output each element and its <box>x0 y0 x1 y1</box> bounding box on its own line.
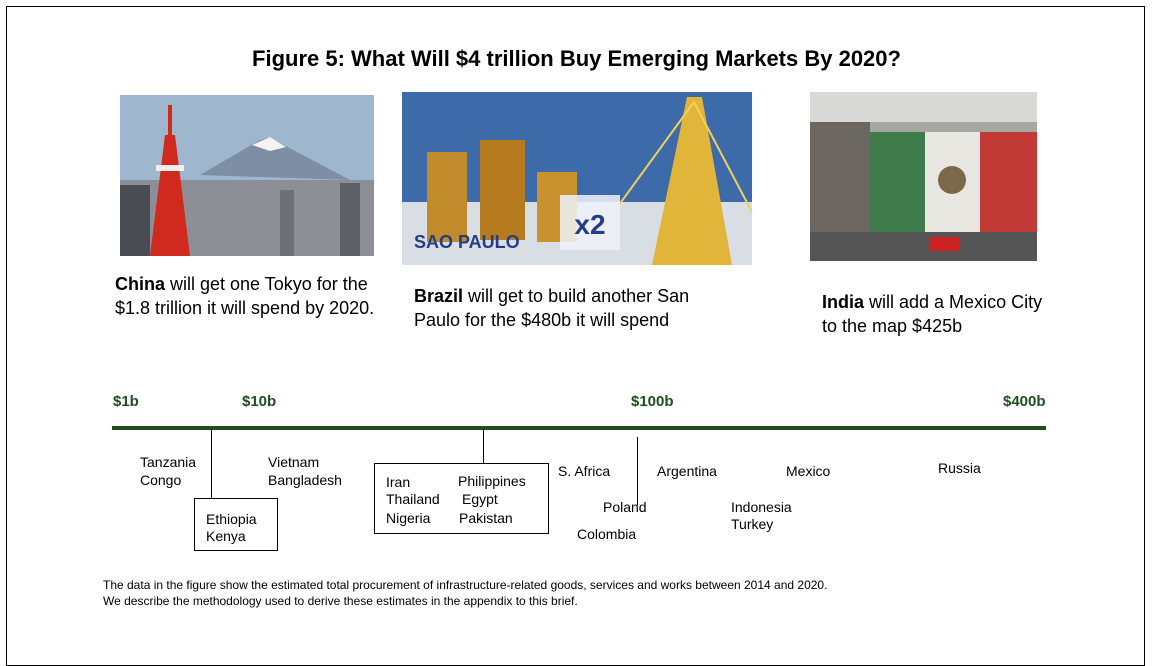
market-label: Argentina <box>657 463 717 479</box>
caption: China will get one Tokyo for the $1.8 tr… <box>115 272 375 320</box>
country: Brazil <box>414 286 463 306</box>
market-label: Bangladesh <box>268 472 342 488</box>
country: China <box>115 274 165 294</box>
market-label: Vietnam <box>268 454 319 470</box>
caption: India will add a Mexico City to the map … <box>822 290 1052 338</box>
title: Figure 5: What Will $4 trillion Buy Emer… <box>0 46 1153 72</box>
page: Figure 5: What Will $4 trillion Buy Emer… <box>0 0 1153 659</box>
market-label: Egypt <box>462 491 498 507</box>
market-label: Colombia <box>577 526 636 542</box>
market-label: Mexico <box>786 463 830 479</box>
market-label: Ethiopia <box>206 511 257 527</box>
market-label: Tanzania <box>140 454 196 470</box>
market-label: Poland <box>603 499 647 515</box>
footnote: We describe the methodology used to deri… <box>103 594 578 608</box>
country: India <box>822 292 864 312</box>
mexico-image <box>810 92 1037 261</box>
scale-label: $400b <box>1003 393 1046 410</box>
tokyo-image <box>120 95 374 256</box>
market-label: Thailand <box>386 491 440 507</box>
market-label: Iran <box>386 474 410 490</box>
market-label: Philippines <box>458 473 526 489</box>
image-label: SAO PAULO <box>414 232 520 252</box>
connector <box>637 437 638 505</box>
scale-label: $100b <box>631 393 674 410</box>
connector <box>211 430 212 498</box>
market-label: Turkey <box>731 516 773 532</box>
market-label: Russia <box>938 460 981 476</box>
scale-line <box>112 426 1046 430</box>
sao-paulo-image: x2 SAO PAULO <box>402 92 752 265</box>
footnote: The data in the figure show the estimate… <box>103 578 827 592</box>
caption: Brazil will get to build another San Pau… <box>414 284 724 332</box>
market-label: Indonesia <box>731 499 792 515</box>
market-label: Kenya <box>206 528 246 544</box>
image-badge: x2 <box>574 209 605 240</box>
scale-label: $1b <box>113 393 139 410</box>
market-label: Nigeria <box>386 510 430 526</box>
market-label: Congo <box>140 472 181 488</box>
scale-label: $10b <box>242 393 276 410</box>
market-label: S. Africa <box>558 463 610 479</box>
market-label: Pakistan <box>459 510 513 526</box>
connector <box>483 430 484 463</box>
